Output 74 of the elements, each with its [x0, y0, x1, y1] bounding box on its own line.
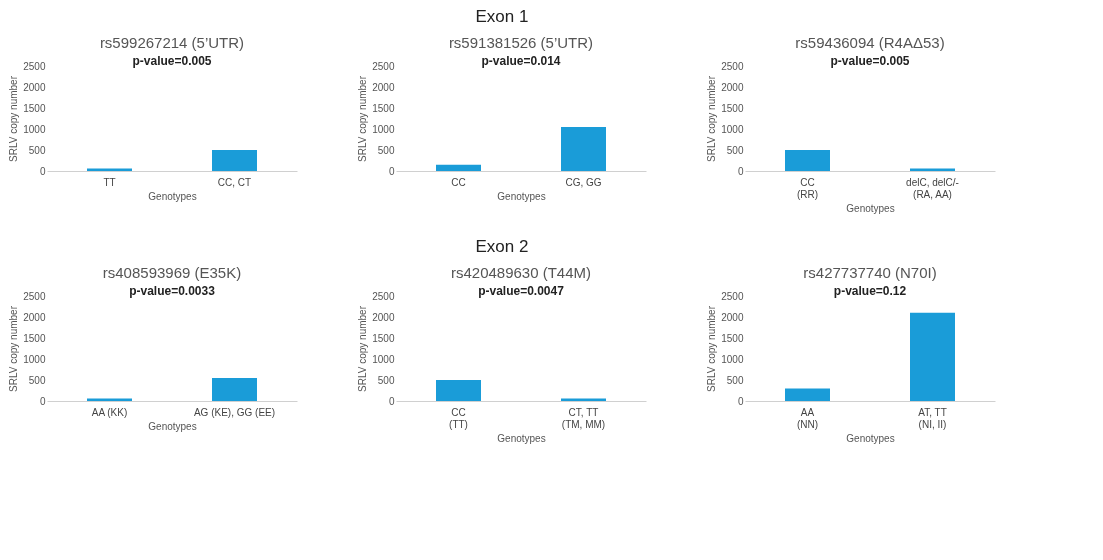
y-tick-label: 1000 [23, 123, 46, 135]
x-tick-label: CC, CT [217, 176, 252, 188]
x-tick-label: CC (TT) [449, 406, 468, 430]
y-tick-label: 1500 [721, 332, 744, 344]
x-tick-label: AG (KE), GG (EE) [193, 406, 276, 418]
annotation: p-value=0.014 [481, 54, 561, 68]
y-tick-label: 2500 [372, 290, 395, 302]
y-tick-label: 2000 [23, 311, 46, 323]
x-axis-title: Genotypes [148, 190, 197, 202]
y-tick-label: 0 [39, 165, 46, 177]
y-tick-label: 0 [737, 165, 744, 177]
y-tick-label: 1500 [23, 332, 46, 344]
y-tick-label: 1000 [372, 353, 395, 365]
x-tick-label: TT [103, 176, 116, 188]
y-tick-label: 2000 [721, 81, 744, 93]
x-tick-label: CC (RR) [796, 176, 819, 200]
y-tick-label: 0 [737, 395, 744, 407]
y-tick-label: 0 [388, 395, 395, 407]
text: Exon 1 [475, 7, 529, 26]
y-tick-label: 2000 [372, 81, 395, 93]
x-tick-label: AT, TT (NI, II) [918, 406, 947, 430]
x-axis-title: Genotypes [497, 432, 546, 444]
y-tick-label: 2000 [721, 311, 744, 323]
chart-title: rs408593969 (E35K) [102, 264, 242, 281]
y-axis-title: SRLV copy number [706, 75, 718, 162]
y-tick-label: 1000 [23, 353, 46, 365]
y-tick-label: 2000 [23, 81, 46, 93]
y-tick-label: 0 [388, 165, 395, 177]
y-tick-label: 500 [726, 144, 744, 156]
annotation: p-value=0.0047 [478, 284, 565, 298]
x-tick-label: AA (NN) [796, 406, 819, 430]
x-tick-label: delC, delC/- (RA, AA) [906, 176, 959, 200]
y-tick-label: 2500 [721, 60, 744, 72]
y-tick-label: 1000 [721, 123, 744, 135]
y-tick-label: 500 [377, 144, 395, 156]
chart-title: rs599267214 (5’UTR) [99, 34, 245, 51]
y-tick-label: 500 [377, 374, 395, 386]
y-axis-title: SRLV copy number [8, 305, 20, 392]
y-tick-label: 500 [28, 374, 46, 386]
chart-title: rs591381526 (5’UTR) [448, 34, 594, 51]
x-axis-title: Genotypes [846, 432, 895, 444]
x-axis-title: Genotypes [497, 190, 546, 202]
y-tick-label: 1500 [372, 102, 395, 114]
y-tick-label: 2500 [372, 60, 395, 72]
x-tick-label: CG, GG [565, 176, 602, 188]
y-tick-label: 1500 [23, 102, 46, 114]
annotation: p-value=0.005 [132, 54, 212, 68]
y-axis-title: SRLV copy number [706, 305, 718, 392]
x-tick-label: CT, TT (TM, MM) [561, 406, 606, 430]
y-tick-label: 1000 [372, 123, 395, 135]
y-axis-title: SRLV copy number [357, 75, 369, 162]
y-tick-label: 0 [39, 395, 46, 407]
chart-title: rs427737740 (N70I) [803, 264, 937, 281]
y-tick-label: 1500 [372, 332, 395, 344]
annotation: p-value=0.0033 [129, 284, 216, 298]
y-axis-title: SRLV copy number [357, 305, 369, 392]
y-axis-title: SRLV copy number [8, 75, 20, 162]
y-tick-label: 500 [28, 144, 46, 156]
x-axis-title: Genotypes [148, 420, 197, 432]
y-tick-label: 2500 [23, 60, 46, 72]
chart-title: rs420489630 (T44M) [450, 264, 592, 281]
x-tick-label: CC [451, 176, 466, 188]
y-tick-label: 2500 [721, 290, 744, 302]
y-tick-label: 1000 [721, 353, 744, 365]
x-axis-title: Genotypes [846, 202, 895, 214]
chart-title: rs59436094 (R4AΔ53) [795, 34, 945, 51]
x-tick-label: AA (KK) [91, 406, 128, 418]
y-tick-label: 2500 [23, 290, 46, 302]
annotation: p-value=0.12 [833, 284, 907, 298]
text: Exon 2 [475, 237, 529, 256]
annotation: p-value=0.005 [830, 54, 910, 68]
y-tick-label: 500 [726, 374, 744, 386]
y-tick-label: 1500 [721, 102, 744, 114]
y-tick-label: 2000 [372, 311, 395, 323]
